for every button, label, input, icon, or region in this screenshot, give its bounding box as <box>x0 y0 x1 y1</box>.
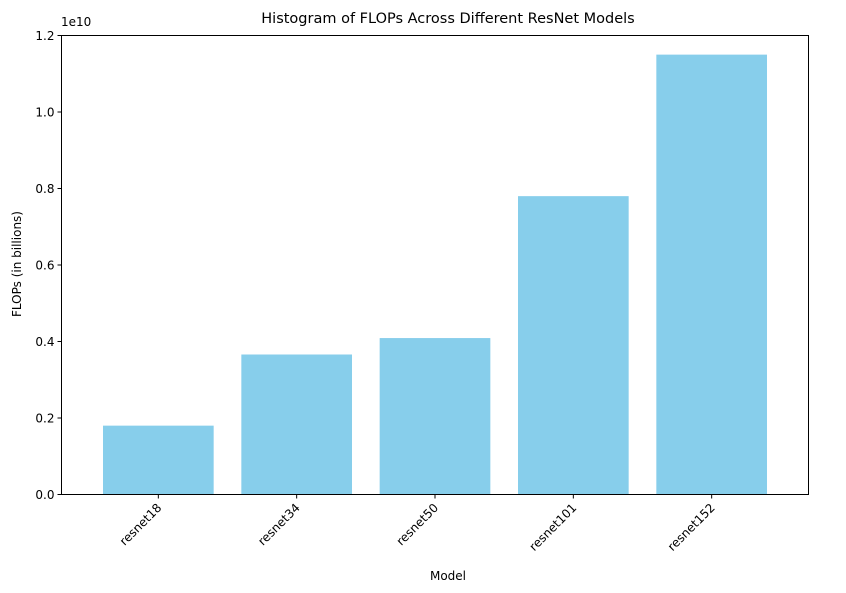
bar-resnet50 <box>379 338 491 495</box>
bar-resnet34 <box>241 354 352 495</box>
bars-group <box>103 54 767 495</box>
bar-resnet152 <box>656 54 767 495</box>
bar-resnet101 <box>518 196 629 495</box>
y-tick-label: 0.0 <box>35 488 54 502</box>
plot-frame <box>61 35 809 495</box>
y-tick-label: 0.2 <box>35 412 54 426</box>
x-ticks-group: resnet18 resnet34 resnet50 resnet101 resnet1… <box>117 494 718 554</box>
bar-resnet18 <box>103 425 214 495</box>
x-tick-label: resnet18 <box>117 501 165 549</box>
y-tick-label: 0.4 <box>35 335 54 349</box>
y-offset-label: 1e10 <box>61 15 91 29</box>
y-tick-label: 0.8 <box>35 182 54 196</box>
x-axis-label: Model <box>430 569 466 583</box>
x-tick-label: resnet101 <box>526 501 579 554</box>
y-tick-label: 0.6 <box>35 259 54 273</box>
x-tick-label: resnet34 <box>255 501 303 549</box>
y-axis-label: FLOPs (in billions) <box>10 211 24 317</box>
x-tick-label: resnet50 <box>394 501 442 549</box>
chart-title: Histogram of FLOPs Across Different ResN… <box>261 11 634 27</box>
y-ticks-group: 0.0 0.2 0.4 0.6 0.8 1.0 1.2 <box>35 29 62 502</box>
y-tick-label: 1.0 <box>35 106 54 120</box>
x-tick-label: resnet152 <box>665 501 718 554</box>
y-tick-label: 1.2 <box>35 29 54 43</box>
